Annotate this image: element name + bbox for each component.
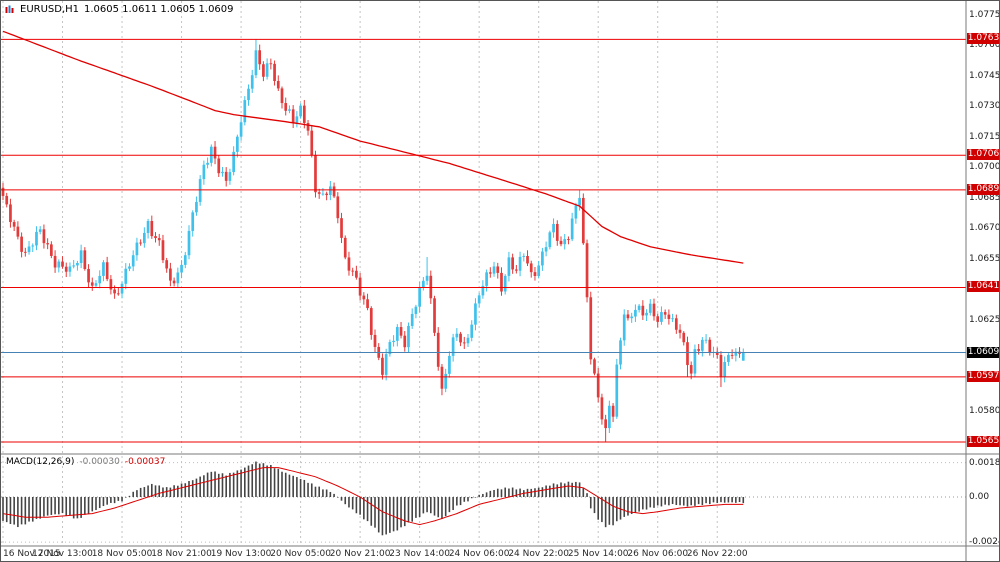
time-axis-label: 18 Nov 21:00 [151, 549, 212, 559]
time-axis-label: 20 Nov 21:00 [329, 549, 391, 559]
time-axis-label: 26 Nov 06:00 [627, 549, 689, 559]
level-price-badge: 1.0706 [967, 149, 1000, 161]
time-axis-label: 25 Nov 14:00 [567, 549, 629, 559]
time-axis-label: 16 Nov 2015 [3, 549, 61, 559]
price-tick-label: 1.0775 [969, 10, 1000, 20]
grid-layer [2, 1, 718, 546]
level-lines-layer[interactable] [1, 38, 966, 443]
price-tick-label: 1.0700 [969, 162, 1000, 173]
level-price-badge: 1.0689 [967, 183, 1000, 195]
time-axis-label: 17 Nov 13:00 [32, 549, 93, 559]
level-price-badge: 1.0641 [967, 281, 1000, 293]
time-axis-label: 24 Nov 06:00 [448, 549, 510, 559]
time-axis-label: 19 Nov 13:00 [210, 549, 272, 559]
time-axis-label: 23 Nov 14:00 [389, 549, 450, 559]
price-tick-label: 1.0685 [969, 192, 1000, 203]
price-tick-label: 1.0625 [969, 314, 1000, 325]
macd-indicator-label: MACD(12,26,9) [6, 457, 75, 467]
ma-line [2, 30, 744, 264]
macd-tick-label: 0.00187 [969, 457, 1000, 468]
macd-tick-label: 0.00 [969, 492, 990, 502]
price-tick-label: 1.0760 [969, 40, 1000, 51]
macd-histogram [2, 461, 745, 536]
time-axis-label: 18 Nov 05:00 [91, 549, 153, 559]
level-price-badge: 1.0763 [967, 33, 1000, 45]
macd-header: MACD(12,26,9) -0.00030 -0.00037 [6, 457, 165, 467]
macd-main-value: -0.00030 [79, 457, 120, 467]
macd-grid-layer [1, 462, 966, 543]
time-axis-label: 26 Nov 22:00 [686, 549, 748, 559]
price-tick-label: 1.0655 [969, 253, 1000, 264]
macd-signal-line [2, 467, 744, 526]
chart-header: EURUSD,H1 1.0605 1.0611 1.0605 1.0609 [5, 4, 234, 15]
macd-signal-value: -0.00037 [124, 457, 166, 467]
macd-tick-label: -0.00245 [969, 537, 999, 548]
price-tick-label: 1.0745 [969, 70, 1000, 81]
price-tick-label: 1.0715 [969, 131, 1000, 142]
ohlc-quotes-label: 1.0605 1.0611 1.0605 1.0609 [84, 4, 234, 15]
time-axis-label: 24 Nov 22:00 [508, 549, 570, 559]
time-axis-label: 20 Nov 05:00 [270, 549, 331, 559]
price-tick-label: 1.0670 [969, 223, 1000, 234]
symbol-timeframe-label: EURUSD,H1 [20, 4, 80, 15]
bid-price-badge: 1.0609 [967, 346, 1000, 358]
price-tick-label: 1.0580 [969, 406, 1000, 417]
level-price-badge: 1.0597 [967, 370, 1000, 382]
chart-symbol-icon [5, 5, 15, 15]
level-price-badge: 1.0565 [967, 435, 1000, 447]
price-tick-label: 1.0730 [969, 101, 1000, 112]
